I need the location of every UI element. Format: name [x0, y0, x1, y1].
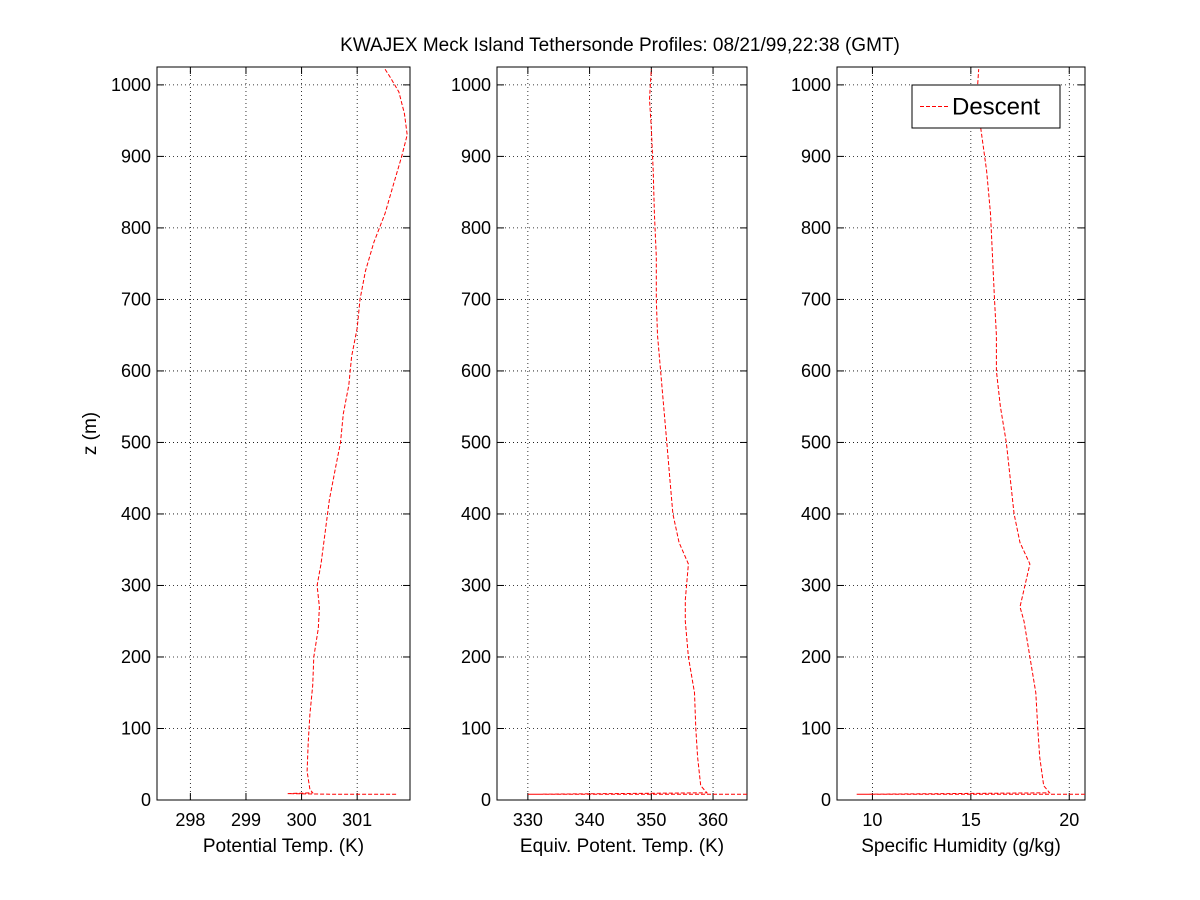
x-tick-label: 360 [698, 810, 728, 830]
y-tick-label: 500 [121, 432, 151, 452]
y-tick-label: 500 [801, 432, 831, 452]
panel-specific-humidity: 10 15 2001002003004005006007008009001000Sp… [791, 66, 1086, 857]
y-tick-label: 700 [801, 289, 831, 309]
y-tick-label: 100 [461, 718, 491, 738]
y-tick-label: 300 [801, 575, 831, 595]
x-tick-label: 330 [513, 810, 543, 830]
y-axis-label: z (m) [80, 412, 101, 455]
axes-frame [156, 66, 411, 801]
series-line-descent [527, 69, 747, 795]
y-tick-label: 900 [461, 146, 491, 166]
panel-potential-temp: 298 299 300 301 0 100 200 300 400 500 600 700 800 900… [80, 66, 411, 857]
series-line-descent [856, 69, 1085, 795]
x-axis-label: Equiv. Potent. Temp. (K) [520, 836, 724, 857]
y-tick-label: 1000 [111, 75, 151, 95]
legend-label: Descent [952, 94, 1040, 121]
y-tick-label: 800 [801, 218, 831, 238]
y-tick-label: 700 [121, 289, 151, 309]
y-tick-label: 400 [801, 504, 831, 524]
y-tick-label: 300 [461, 575, 491, 595]
y-tick-label: 0 [821, 790, 831, 810]
y-tick-label: 0 [481, 790, 491, 810]
y-tick-label: 300 [121, 575, 151, 595]
y-tick-label: 500 [461, 432, 491, 452]
y-tick-label: 200 [121, 647, 151, 667]
x-tick-label: 299 [231, 810, 261, 830]
x-tick-label: 340 [575, 810, 605, 830]
x-axis-label: Potential Temp. (K) [203, 836, 364, 857]
x-tick-label: 300 [287, 810, 317, 830]
y-tick-label: 700 [461, 289, 491, 309]
figure-title: KWAJEX Meck Island Tethersonde Profiles:… [340, 35, 900, 56]
y-tick-label: 400 [461, 504, 491, 524]
y-tick-label: 1000 [451, 75, 491, 95]
y-tick-label: 800 [461, 218, 491, 238]
y-tick-label: 600 [801, 361, 831, 381]
x-tick-label: 10 [862, 810, 882, 830]
y-tick-label: 400 [121, 504, 151, 524]
y-tick-label: 600 [461, 361, 491, 381]
panel-equiv-potent-temp: 330 340 350 360 0 100 200 300 400 500 600 700 800 900… [451, 66, 748, 857]
axes-frame [496, 66, 748, 801]
y-tick-label: 100 [801, 718, 831, 738]
x-tick-label: 20 [1059, 810, 1079, 830]
x-tick-label: 298 [175, 810, 205, 830]
y-tick-label: 600 [121, 361, 151, 381]
y-tick-label: 1000 [791, 75, 831, 95]
y-tick-label: 900 [801, 146, 831, 166]
y-tick-label: 0 [141, 790, 151, 810]
y-tick-label: 200 [461, 647, 491, 667]
axes-frame [836, 66, 1086, 801]
y-tick-label: 900 [121, 146, 151, 166]
series-line-descent [287, 68, 408, 795]
x-tick-label: 15 [961, 810, 981, 830]
y-tick-label: 200 [801, 647, 831, 667]
x-tick-label: 301 [342, 810, 372, 830]
y-tick-label: 800 [121, 218, 151, 238]
legend-box [911, 84, 1061, 129]
x-tick-label: 350 [636, 810, 666, 830]
y-tick-label: 100 [121, 718, 151, 738]
x-axis-label: Specific Humidity (g/kg) [861, 836, 1061, 857]
